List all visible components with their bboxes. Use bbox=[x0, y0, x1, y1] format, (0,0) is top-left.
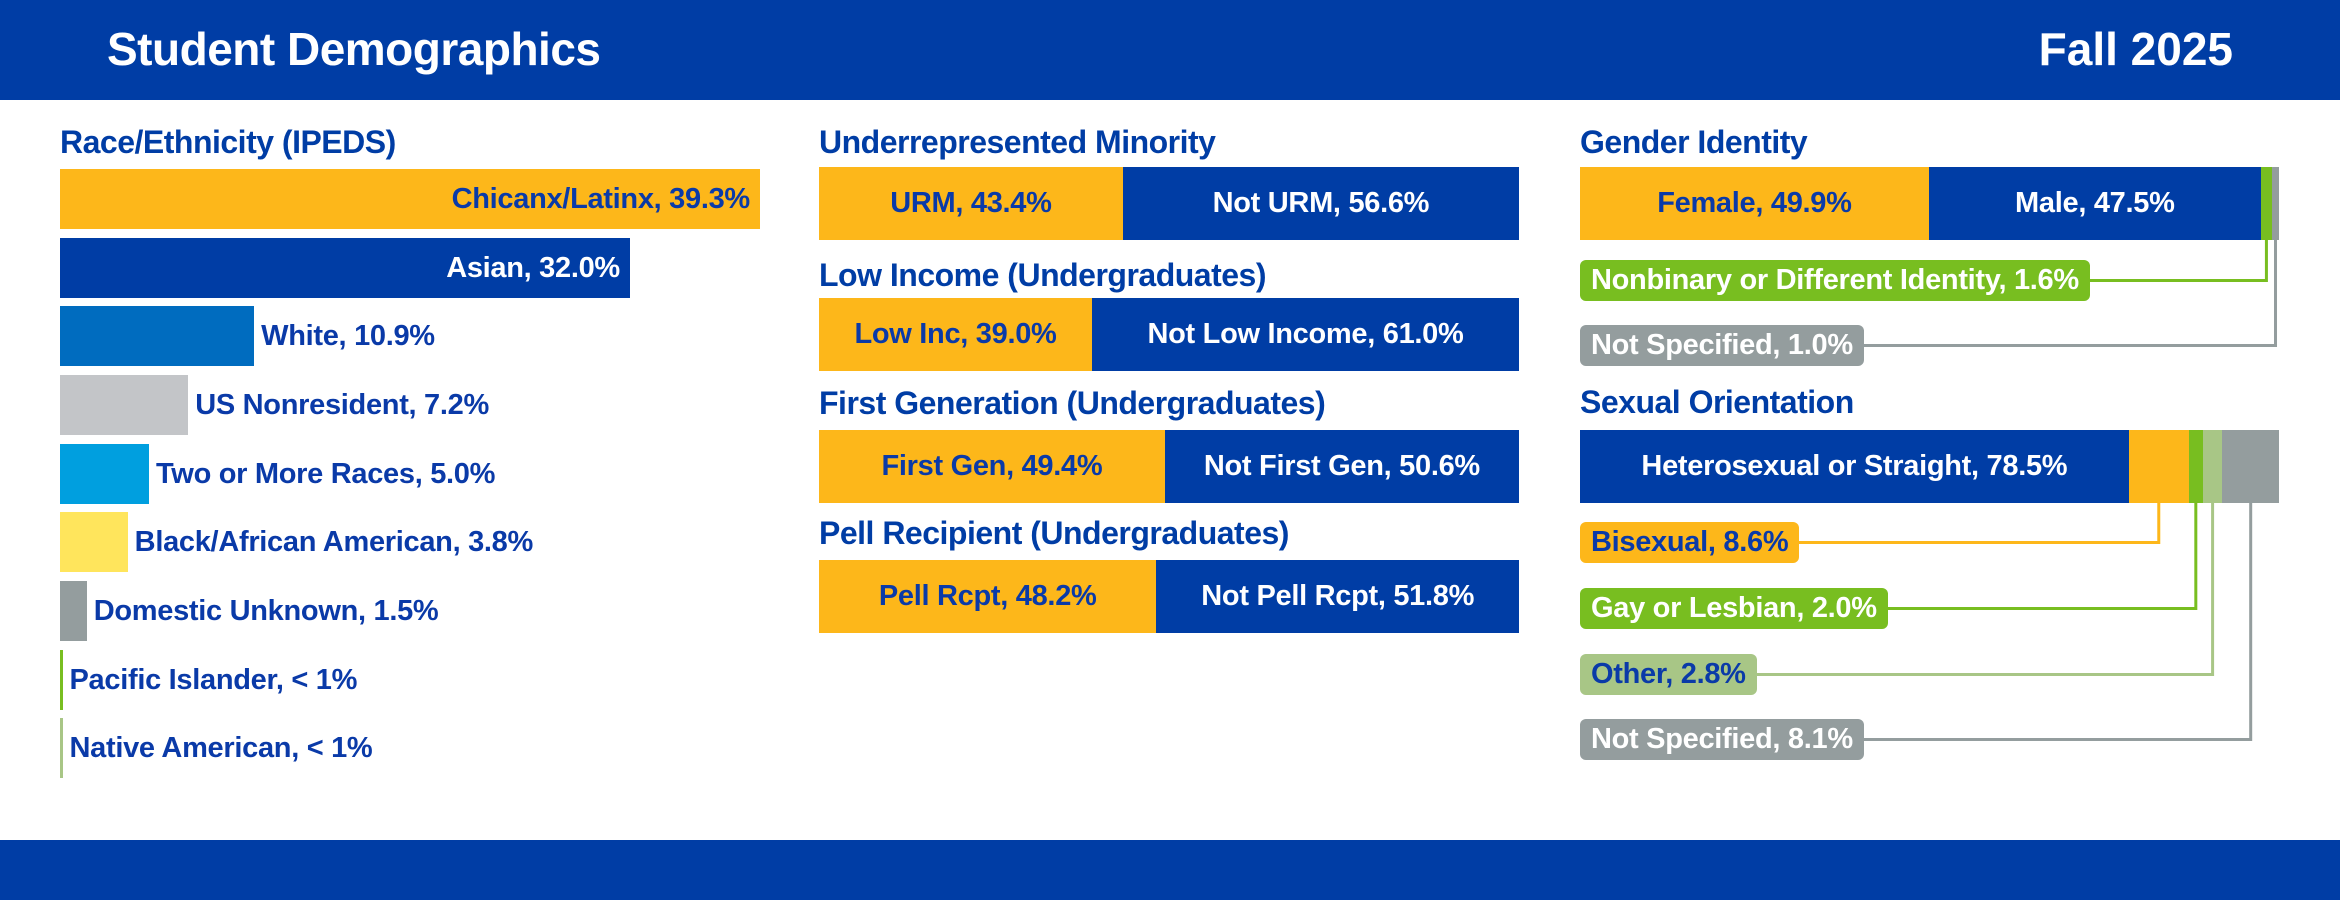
segment-heterosexual-or-straight: Heterosexual or Straight, 78.5% bbox=[1580, 430, 2129, 503]
callout-not-specified: Not Specified, 8.1% bbox=[1580, 719, 1864, 760]
segment-not-specified bbox=[2222, 430, 2279, 503]
bar-us-nonresident bbox=[60, 374, 189, 435]
callout-gay-or-lesbian: Gay or Lesbian, 2.0% bbox=[1580, 588, 1888, 629]
segment-pell-rcpt: Pell Rcpt, 48.2% bbox=[819, 560, 1157, 633]
segment-not-first-gen: Not First Gen, 50.6% bbox=[1164, 430, 1519, 503]
segment-gay-or-lesbian bbox=[2188, 430, 2203, 503]
bar-label: Domestic Unknown, 1.5% bbox=[93, 594, 439, 627]
segment-urm: URM, 43.4% bbox=[819, 167, 1123, 240]
segment-not-urm: Not URM, 56.6% bbox=[1122, 167, 1519, 240]
bar-black-african-american bbox=[60, 512, 128, 573]
bar-label: Native American, < 1% bbox=[69, 732, 373, 765]
bar-white bbox=[60, 306, 255, 367]
urm-bar: URM, 43.4% Not URM, 56.6% bbox=[819, 167, 1519, 240]
callout-bisexual: Bisexual, 8.6% bbox=[1580, 522, 1800, 563]
bar-domestic-unknown bbox=[60, 580, 87, 641]
segment-not-specified bbox=[2271, 167, 2279, 240]
first-gen-bar: First Gen, 49.4% Not First Gen, 50.6% bbox=[819, 430, 1519, 503]
bar-label: Chicanx/Latinx, 39.3% bbox=[451, 183, 751, 215]
low-income-bar: Low Inc, 39.0% Not Low Income, 61.0% bbox=[819, 298, 1519, 371]
callout-other: Other, 2.8% bbox=[1580, 654, 1757, 695]
segment-not-pell-rcpt: Not Pell Rcpt, 51.8% bbox=[1156, 560, 1519, 633]
page-title: Student Demographics bbox=[107, 23, 601, 75]
callout-not-specified: Not Specified, 1.0% bbox=[1580, 325, 1864, 366]
callout-nonbinary-or-different-identity: Nonbinary or Different Identity, 1.6% bbox=[1580, 260, 2090, 301]
segment-female: Female, 49.9% bbox=[1580, 167, 1929, 240]
segment-not-low-income: Not Low Income, 61.0% bbox=[1092, 298, 1519, 371]
segment-first-gen: First Gen, 49.4% bbox=[819, 430, 1165, 503]
bar-label: Pacific Islander, < 1% bbox=[69, 663, 358, 696]
bar-two-or-more-races bbox=[60, 443, 150, 504]
first-gen-title: First Generation (Undergraduates) bbox=[819, 385, 1326, 421]
segment-low-inc: Low Inc, 39.0% bbox=[819, 298, 1092, 371]
pell-title: Pell Recipient (Undergraduates) bbox=[819, 515, 1289, 551]
callout-line bbox=[1888, 503, 2198, 610]
gender-bar: Female, 49.9% Male, 47.5% bbox=[1580, 167, 2279, 240]
low-income-title: Low Income (Undergraduates) bbox=[819, 257, 1267, 293]
urm-title: Underrepresented Minority bbox=[819, 124, 1216, 160]
bar-label: White, 10.9% bbox=[261, 320, 435, 353]
bar-label: Black/African American, 3.8% bbox=[134, 526, 534, 559]
sexual-orientation-bar: Heterosexual or Straight, 78.5% bbox=[1580, 430, 2279, 503]
header-banner: Student Demographics Fall 2025 bbox=[0, 0, 2340, 100]
segment-nonbinary-or-different-identity bbox=[2260, 167, 2272, 240]
sexual-orientation-title: Sexual Orientation bbox=[1580, 384, 1854, 420]
footer-banner bbox=[0, 840, 2340, 900]
term-label: Fall 2025 bbox=[2038, 23, 2233, 75]
callout-line bbox=[1799, 503, 2161, 544]
race-ethnicity-title: Race/Ethnicity (IPEDS) bbox=[60, 124, 396, 160]
bar-label: Two or More Races, 5.0% bbox=[156, 457, 496, 490]
bar-label: Asian, 32.0% bbox=[446, 251, 620, 284]
callout-line bbox=[2090, 240, 2268, 282]
callout-line bbox=[1864, 503, 2253, 741]
gender-title: Gender Identity bbox=[1580, 124, 1808, 160]
bar-chicanx-latinx bbox=[60, 169, 760, 229]
bar-label: US Nonresident, 7.2% bbox=[195, 388, 489, 421]
bar-native-american bbox=[60, 718, 63, 779]
bar-asian bbox=[60, 237, 630, 298]
bar-pacific-islander bbox=[60, 649, 63, 710]
pell-bar: Pell Rcpt, 48.2% Not Pell Rcpt, 51.8% bbox=[819, 560, 1519, 633]
segment-other bbox=[2202, 430, 2223, 503]
segment-male: Male, 47.5% bbox=[1928, 167, 2261, 240]
segment-bisexual bbox=[2128, 430, 2189, 503]
